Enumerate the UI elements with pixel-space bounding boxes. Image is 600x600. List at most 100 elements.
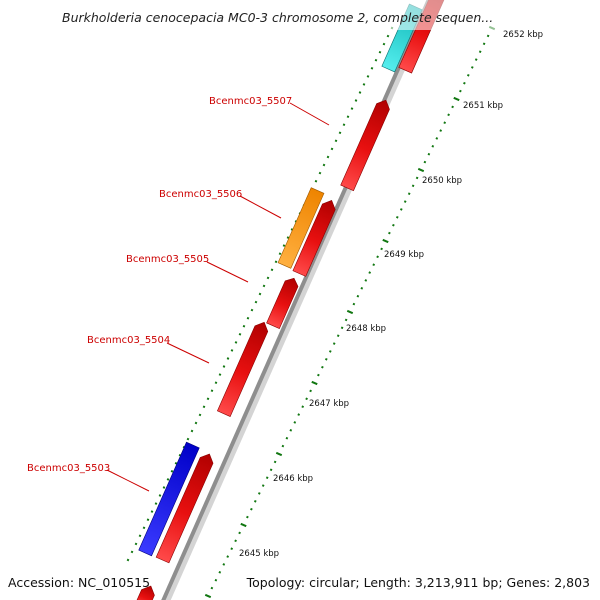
gene-block-orange[interactable] <box>277 187 325 269</box>
scale-minor-tick <box>158 494 162 497</box>
scale-minor-tick <box>324 357 328 361</box>
scale-minor-tick <box>250 308 254 312</box>
kbp-label-2649: 2649 kbp <box>384 250 424 260</box>
scale-minor-tick <box>198 413 202 417</box>
leader-line-5505 <box>206 261 249 283</box>
kbp-label-2647: 2647 kbp <box>309 399 349 409</box>
gene-cds-bcenmc03-5504[interactable] <box>216 319 270 417</box>
scale-minor-tick <box>378 50 382 54</box>
kbp-label-2645: 2645 kbp <box>239 549 279 559</box>
scale-minor-tick <box>443 121 447 125</box>
scale-minor-tick <box>350 107 354 110</box>
leader-line-5506 <box>239 195 282 219</box>
scale-minor-tick <box>340 326 344 330</box>
scale-minor-tick <box>344 318 348 322</box>
gene-label-bcenmc03-5506[interactable]: Bcenmc03_5506 <box>159 189 242 200</box>
scale-minor-tick <box>482 42 486 46</box>
gene-label-bcenmc03-5503[interactable]: Bcenmc03_5503 <box>27 463 110 474</box>
scale-minor-tick <box>360 286 364 290</box>
scale-minor-tick <box>447 113 450 117</box>
scale-minor-tick <box>459 89 462 93</box>
scale-minor-tick <box>314 179 318 183</box>
gene-cds-bcenmc03-5507[interactable] <box>340 97 393 192</box>
scale-minor-tick <box>261 484 265 487</box>
scale-minor-tick <box>374 58 378 62</box>
scale-minor-tick <box>399 208 403 211</box>
scale-minor-tick <box>262 284 266 288</box>
gene-cds-bcenmc03-5505[interactable] <box>266 275 301 330</box>
scale-minor-tick <box>266 276 270 280</box>
scale-minor-tick <box>278 252 282 256</box>
gene-cds-bottom-red[interactable] <box>134 583 158 600</box>
scale-minor-tick <box>269 468 273 472</box>
scale-minor-tick <box>309 389 312 393</box>
scale-minor-tick <box>386 34 390 38</box>
scale-minor-tick <box>126 558 130 562</box>
map-title: Burkholderia cenocepacia MC0-3 chromosom… <box>62 10 493 25</box>
scale-minor-tick <box>253 499 257 503</box>
gene-label-bcenmc03-5504[interactable]: Bcenmc03_5504 <box>87 335 170 346</box>
scale-minor-tick <box>321 365 324 369</box>
kbp-label-2648: 2648 kbp <box>346 324 386 334</box>
scale-minor-tick <box>415 176 419 180</box>
gene-block-blue[interactable] <box>138 441 200 557</box>
scale-minor-tick <box>226 357 230 360</box>
scale-minor-tick <box>318 171 322 175</box>
scale-minor-tick <box>368 271 372 274</box>
scale-minor-tick <box>166 478 170 481</box>
scale-minor-tick <box>246 515 249 519</box>
scale-minor-tick <box>372 263 376 267</box>
scale-minor-tick <box>226 555 230 558</box>
top-fade <box>0 0 600 30</box>
leader-line-5504 <box>166 342 210 364</box>
scale-major-tick <box>204 593 212 599</box>
gene-cds-bcenmc03-5506[interactable] <box>292 198 338 277</box>
scale-minor-tick <box>358 91 362 94</box>
scale-minor-tick <box>354 99 358 102</box>
scale-minor-tick <box>364 279 368 282</box>
scale-minor-tick <box>289 428 293 432</box>
scale-minor-tick <box>154 502 158 505</box>
scale-minor-tick <box>281 444 285 448</box>
scale-minor-tick <box>486 34 490 38</box>
scale-minor-tick <box>246 316 250 320</box>
gene-label-bcenmc03-5505[interactable]: Bcenmc03_5505 <box>126 254 209 265</box>
scale-minor-tick <box>380 247 383 251</box>
scale-major-tick <box>417 167 425 173</box>
scale-minor-tick <box>270 268 274 272</box>
scale-minor-tick <box>234 341 238 344</box>
scale-minor-tick <box>362 83 366 86</box>
scale-minor-tick <box>366 75 370 78</box>
scale-minor-tick <box>451 105 454 109</box>
scale-minor-tick <box>388 231 391 235</box>
scale-minor-tick <box>326 155 330 159</box>
scale-dot-ticks <box>204 25 496 599</box>
scale-minor-tick <box>334 139 338 143</box>
scale-minor-tick <box>322 163 326 167</box>
scale-minor-tick <box>222 563 226 566</box>
scale-minor-tick <box>342 123 346 127</box>
scale-minor-tick <box>435 137 439 140</box>
scale-minor-tick <box>328 350 332 353</box>
scale-minor-tick <box>403 200 407 203</box>
scale-minor-tick <box>134 542 138 546</box>
scale-minor-tick <box>170 469 174 473</box>
backbone-line <box>161 0 431 600</box>
scale-minor-tick <box>230 547 234 551</box>
gene-cds-bcenmc03-5503[interactable] <box>155 451 216 564</box>
scale-minor-tick <box>382 42 386 46</box>
scale-minor-tick <box>395 215 399 219</box>
scale-minor-tick <box>301 405 305 409</box>
scale-major-tick <box>346 309 354 315</box>
scale-minor-tick <box>297 413 301 416</box>
scale-major-tick <box>453 96 460 102</box>
scale-minor-tick <box>474 58 478 61</box>
gene-label-bcenmc03-5507[interactable]: Bcenmc03_5507 <box>209 96 292 107</box>
leader-line-5507 <box>289 102 330 126</box>
scale-minor-tick <box>210 389 214 393</box>
kbp-label-2652: 2652 kbp <box>503 30 543 40</box>
scale-minor-tick <box>338 131 342 135</box>
scale-minor-tick <box>423 160 427 164</box>
scale-minor-tick <box>142 526 146 530</box>
scale-minor-tick <box>356 294 360 298</box>
